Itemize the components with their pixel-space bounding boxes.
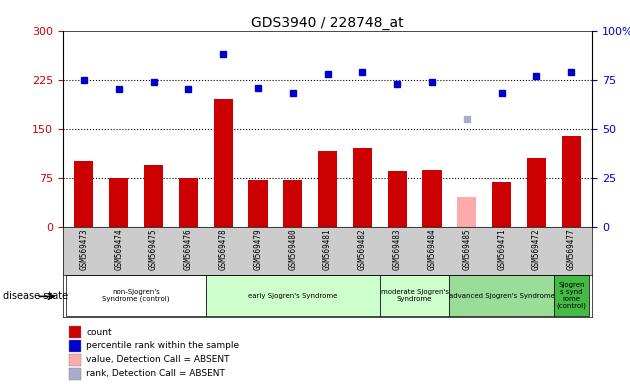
Text: GSM569478: GSM569478 <box>219 228 227 270</box>
Bar <box>74 161 93 227</box>
Text: early Sjogren's Syndrome: early Sjogren's Syndrome <box>248 293 338 299</box>
Text: GSM569472: GSM569472 <box>532 228 541 270</box>
Text: GSM569477: GSM569477 <box>567 228 576 270</box>
Bar <box>562 136 581 227</box>
Bar <box>67 275 206 316</box>
Text: GSM569482: GSM569482 <box>358 228 367 270</box>
Text: GSM569476: GSM569476 <box>184 228 193 270</box>
Bar <box>214 99 232 227</box>
Bar <box>318 152 337 227</box>
Text: count: count <box>86 328 112 336</box>
Bar <box>554 275 588 316</box>
Text: moderate Sjogren's
Syndrome: moderate Sjogren's Syndrome <box>381 289 449 302</box>
Bar <box>179 178 198 227</box>
Bar <box>109 178 129 227</box>
Text: non-Sjogren's
Syndrome (control): non-Sjogren's Syndrome (control) <box>102 289 170 303</box>
Bar <box>353 148 372 227</box>
Bar <box>144 165 163 227</box>
Text: GSM569479: GSM569479 <box>253 228 263 270</box>
Bar <box>457 197 476 227</box>
Bar <box>423 170 442 227</box>
Bar <box>69 340 81 352</box>
Bar <box>69 326 81 338</box>
Text: GSM569471: GSM569471 <box>497 228 506 270</box>
Text: rank, Detection Call = ABSENT: rank, Detection Call = ABSENT <box>86 369 225 378</box>
Text: Sjogren
s synd
rome
(control): Sjogren s synd rome (control) <box>556 282 587 310</box>
Bar <box>69 354 81 366</box>
Text: disease state: disease state <box>3 291 68 301</box>
Text: GSM569484: GSM569484 <box>428 228 437 270</box>
Text: GSM569483: GSM569483 <box>392 228 402 270</box>
Bar <box>387 171 407 227</box>
Bar <box>527 158 546 227</box>
Title: GDS3940 / 228748_at: GDS3940 / 228748_at <box>251 16 404 30</box>
Bar <box>380 275 449 316</box>
Text: GSM569480: GSM569480 <box>289 228 297 270</box>
Text: value, Detection Call = ABSENT: value, Detection Call = ABSENT <box>86 356 230 364</box>
Bar <box>284 180 302 227</box>
Bar <box>206 275 380 316</box>
Text: GSM569475: GSM569475 <box>149 228 158 270</box>
Text: GSM569485: GSM569485 <box>462 228 471 270</box>
Bar <box>248 180 268 227</box>
Bar <box>69 368 81 379</box>
Text: percentile rank within the sample: percentile rank within the sample <box>86 341 239 351</box>
Text: GSM569474: GSM569474 <box>114 228 123 270</box>
Text: GSM569481: GSM569481 <box>323 228 332 270</box>
Text: GSM569473: GSM569473 <box>79 228 88 270</box>
Bar <box>492 182 512 227</box>
Bar <box>449 275 554 316</box>
Text: advanced Sjogren's Syndrome: advanced Sjogren's Syndrome <box>449 293 554 299</box>
